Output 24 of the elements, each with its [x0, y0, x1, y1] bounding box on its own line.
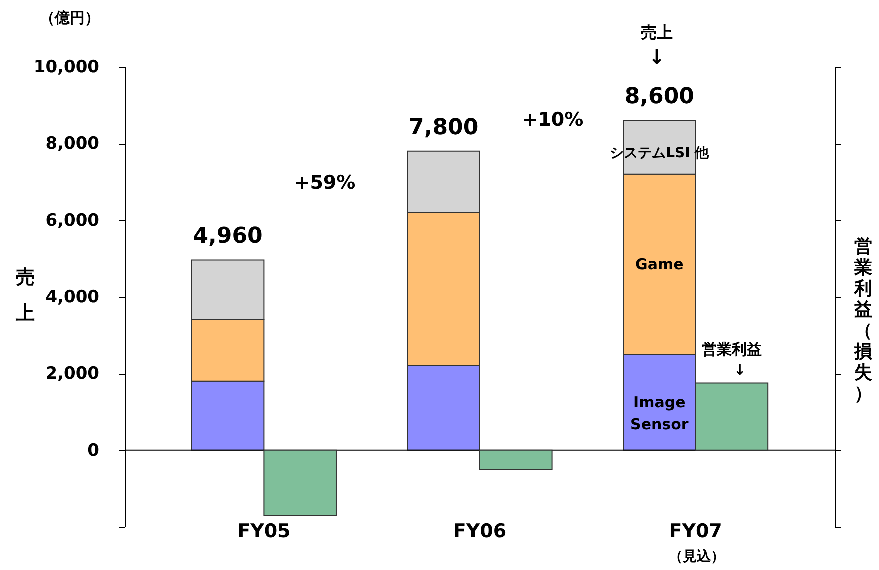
y-tick-label: 8,000 [46, 134, 100, 154]
text: （億円） [40, 9, 100, 27]
y-tick-label: 10,000 [34, 58, 100, 78]
x-tick-label: FY06 [453, 520, 507, 542]
annotation: +59% [294, 172, 356, 194]
y-tick-label: 6,000 [46, 210, 100, 231]
annotation: +10% [522, 109, 584, 131]
text: 売上 [15, 266, 35, 324]
text: （見込） [669, 549, 725, 565]
y2-axis-title: 営業利益（損失） [854, 236, 872, 404]
annotation: 4,960 [193, 224, 263, 250]
series-label: Image Sensor [630, 393, 690, 434]
annotation: 営業利益 [702, 340, 762, 358]
y-tick-label: 0 [88, 440, 100, 461]
x-tick-label: FY07 [669, 520, 722, 542]
annotation: 8,600 [624, 84, 694, 110]
annotation: ↓ [734, 361, 746, 379]
annotation: ↓ [648, 45, 666, 69]
annotation: 7,800 [409, 115, 479, 140]
y-tick-label: 4,000 [46, 288, 100, 308]
series-label: Game [636, 255, 684, 274]
y-tick-label: 2,000 [46, 364, 100, 384]
y-axis-title: 売上 [641, 23, 673, 42]
x-tick-label: FY05 [238, 520, 291, 542]
